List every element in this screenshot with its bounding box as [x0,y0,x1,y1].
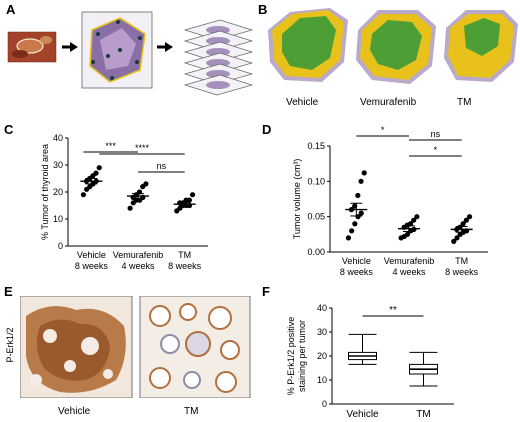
panel-b-label-vehicle: Vehicle [286,97,319,108]
panel-e-ylabel: P-Erk1/2 [5,327,15,363]
x-tick-label: 8 weeks [340,267,374,277]
y-tick-label: 10 [53,214,63,224]
y-axis-label: % Tumor of thyroid area [40,144,50,240]
panel-e-ylabel-wrap: P-Erk1/2 [2,300,16,396]
significance-label: * [381,125,385,135]
panel-label-b: B [258,2,268,17]
x-tick-label: TM [178,250,191,260]
reconstruction-vehicle [268,8,348,82]
chart-f-perk-boxplot: 0 10 20 30 40 % P-Erk1/2 positive staining per… [286,303,454,420]
y-tick-label: 10 [317,375,327,385]
data-point [80,192,87,198]
x-tick-label: Vemurafenib [113,250,164,260]
x-tick-label: 8 weeks [445,267,479,277]
data-point [127,205,133,211]
data-point [414,214,420,220]
x-tick-label: 4 weeks [121,261,155,271]
significance-label: **** [135,143,150,153]
y-tick-label: 0.05 [307,212,325,222]
y-tick-label: 0 [58,241,63,251]
data-point [460,221,466,227]
data-point [349,228,355,234]
data-point [93,170,99,176]
panel-label-a: A [6,2,16,17]
data-point [466,214,473,220]
x-tick-label: 8 weeks [168,261,202,271]
x-tick-label: Vehicle [342,256,371,266]
significance-label: ** [389,305,397,316]
y-tick-label: 20 [317,351,327,361]
data-point [143,181,149,187]
histology-vehicle [20,296,133,398]
panel-label-f: F [262,284,270,299]
x-tick-label: TM [455,256,468,266]
y-tick-label: 30 [53,160,63,170]
significance-label: ns [431,129,441,139]
data-point [352,221,358,227]
thyroid-photo [7,31,57,63]
data-point [345,235,352,241]
chart-d-tumor-volume: 0.00 0.05 0.10 0.15 Tumor volume (cm³) Vehicl… [292,125,488,277]
data-point [411,217,417,223]
panel-b-label-vemurafenib: Vemurafenib [360,97,417,108]
panel-b-reconstructions [268,8,518,84]
serial-section-stack [183,19,254,96]
panel-label-d: D [262,122,272,137]
section-tissue [206,81,230,89]
histology-section [81,11,153,89]
data-point [355,192,361,199]
y-tick-label: 40 [53,133,63,143]
y-tick-label: 0.10 [307,176,325,186]
data-point [189,192,196,198]
x-tick-label: 8 weeks [75,261,109,271]
data-point [454,235,460,241]
x-tick-label: 4 weeks [392,267,426,277]
y-tick-label: 20 [53,187,63,197]
significance-label: ns [157,161,167,171]
panel-label-e: E [4,284,13,299]
panel-e-histology [20,296,251,398]
y-axis-label: Tumor volume (cm³) [292,159,302,240]
significance-label: *** [105,141,116,151]
panel-label-c: C [4,122,14,137]
data-point [463,217,469,223]
arrow-icon [62,42,78,52]
reconstruction-tm [444,10,518,82]
arrow-icon [157,42,173,52]
x-tick-label: Vehicle [77,250,106,260]
y-axis-label: staining per tumor [297,320,307,392]
x-tick-label: TM [416,409,430,420]
data-point [358,210,364,216]
data-point [361,170,367,176]
y-tick-label: 0 [322,399,327,409]
y-tick-label: 40 [317,303,327,313]
data-point [404,231,411,237]
panel-a-workflow [7,11,254,96]
data-point [451,238,457,244]
x-tick-label: Vemurafenib [384,256,435,266]
significance-label: * [434,145,438,155]
y-tick-label: 0.00 [307,247,325,257]
data-point [407,221,414,227]
y-tick-label: 0.15 [307,141,325,151]
data-point [96,165,102,171]
y-tick-label: 30 [317,327,327,337]
x-tick-label: Vehicle [346,409,379,420]
histology-tm [139,296,251,398]
data-point [358,178,364,184]
data-point [186,197,192,203]
panel-e-label-vehicle: Vehicle [58,406,91,417]
reconstruction-vemurafenib [356,10,436,84]
panel-e-label-tm: TM [184,406,199,417]
y-axis-label: % P-Erk1/2 positive [286,317,296,396]
panel-b-label-tm: TM [457,97,472,108]
